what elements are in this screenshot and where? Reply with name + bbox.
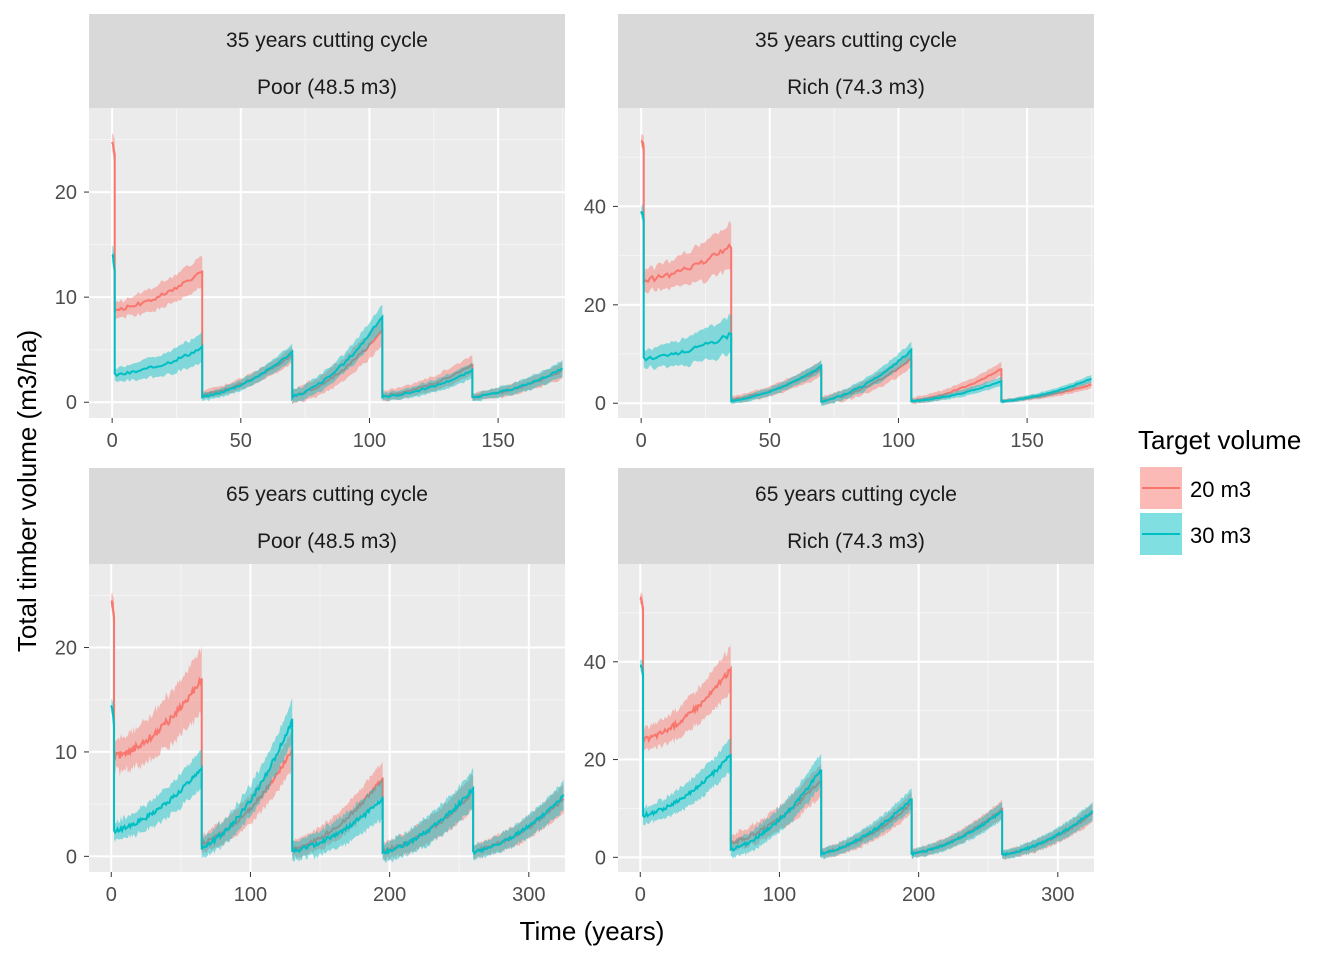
facet-strip-site-label: Poor (48.5 m3) — [257, 530, 397, 553]
series-30m3 — [639, 659, 1094, 861]
y-tick-label: 40 — [584, 652, 606, 674]
facet-strip-cycle-label: 35 years cutting cycle — [226, 29, 428, 52]
y-tick-label: 10 — [55, 287, 77, 309]
series-30m3 — [111, 245, 564, 405]
series-ribbon — [112, 133, 563, 405]
legend-entry-20m3: 20 m3 — [1140, 467, 1251, 509]
panel-p65-rich: 65 years cutting cycle Rich (74.3 m3) 0 100… — [584, 468, 1094, 906]
chart-panels: 35 years cutting cycle Poor (48.5 m3) 0 50 1… — [55, 14, 1094, 906]
x-tick-label: 200 — [902, 884, 935, 906]
facet-strip — [618, 468, 1094, 564]
facet-strip — [618, 14, 1094, 108]
x-axis-title: Time (years) — [520, 916, 665, 946]
x-tick-label: 200 — [373, 884, 406, 906]
facet-strip — [89, 468, 565, 564]
y-tick-label: 0 — [595, 393, 606, 415]
series-30m3 — [640, 203, 1092, 406]
x-tick-label: 0 — [636, 430, 647, 452]
series-line — [640, 211, 1092, 403]
y-tick-label: 0 — [66, 392, 77, 414]
y-tick-label: 20 — [55, 638, 77, 660]
legend: Target volume 20 m3 30 m3 — [1138, 425, 1301, 555]
series-line — [111, 253, 564, 402]
facet-strip-cycle-label: 35 years cutting cycle — [755, 29, 957, 52]
facet-strip-site-label: Rich (74.3 m3) — [787, 530, 925, 553]
facet-strip-cycle-label: 65 years cutting cycle — [226, 483, 428, 506]
series-line — [639, 596, 1094, 857]
facet-strip-cycle-label: 65 years cutting cycle — [755, 483, 957, 506]
series-20m3 — [110, 591, 565, 862]
legend-title: Target volume — [1138, 425, 1301, 455]
x-tick-label: 100 — [763, 884, 796, 906]
legend-label-20m3: 20 m3 — [1190, 477, 1251, 502]
y-tick-label: 0 — [66, 846, 77, 868]
series-20m3 — [639, 592, 1094, 860]
series-line — [110, 705, 565, 856]
x-tick-label: 100 — [234, 884, 267, 906]
x-tick-label: 0 — [635, 884, 646, 906]
x-tick-label: 0 — [106, 884, 117, 906]
panel-p35-poor: 35 years cutting cycle Poor (48.5 m3) 0 50 1… — [55, 14, 565, 452]
facet-strip — [89, 14, 565, 108]
series-line — [110, 599, 565, 855]
panel-background — [89, 564, 565, 872]
series-30m3 — [110, 697, 565, 864]
series-line — [639, 664, 1094, 858]
legend-label-30m3: 30 m3 — [1190, 523, 1251, 548]
series-ribbon — [111, 697, 564, 864]
y-tick-label: 20 — [55, 182, 77, 204]
x-tick-label: 50 — [759, 430, 781, 452]
y-axis-title: Total timber volume (m3/ha) — [12, 330, 42, 652]
x-tick-label: 50 — [230, 430, 252, 452]
y-tick-label: 20 — [584, 295, 606, 317]
y-tick-label: 0 — [595, 847, 606, 869]
x-tick-label: 100 — [882, 430, 915, 452]
x-tick-label: 0 — [107, 430, 118, 452]
facet-strip-site-label: Poor (48.5 m3) — [257, 76, 397, 99]
x-tick-label: 150 — [481, 430, 514, 452]
y-tick-label: 20 — [584, 750, 606, 772]
panel-background — [618, 564, 1094, 872]
y-tick-label: 40 — [584, 196, 606, 218]
facet-strip-site-label: Rich (74.3 m3) — [787, 76, 925, 99]
x-tick-label: 100 — [353, 430, 386, 452]
panel-background — [89, 108, 565, 418]
x-tick-label: 150 — [1010, 430, 1043, 452]
x-tick-label: 300 — [1041, 884, 1074, 906]
legend-entry-30m3: 30 m3 — [1140, 513, 1251, 555]
panel-p35-rich: 35 years cutting cycle Rich (74.3 m3) 0 50 1… — [584, 14, 1094, 452]
x-tick-label: 300 — [512, 884, 545, 906]
y-tick-label: 10 — [55, 742, 77, 764]
